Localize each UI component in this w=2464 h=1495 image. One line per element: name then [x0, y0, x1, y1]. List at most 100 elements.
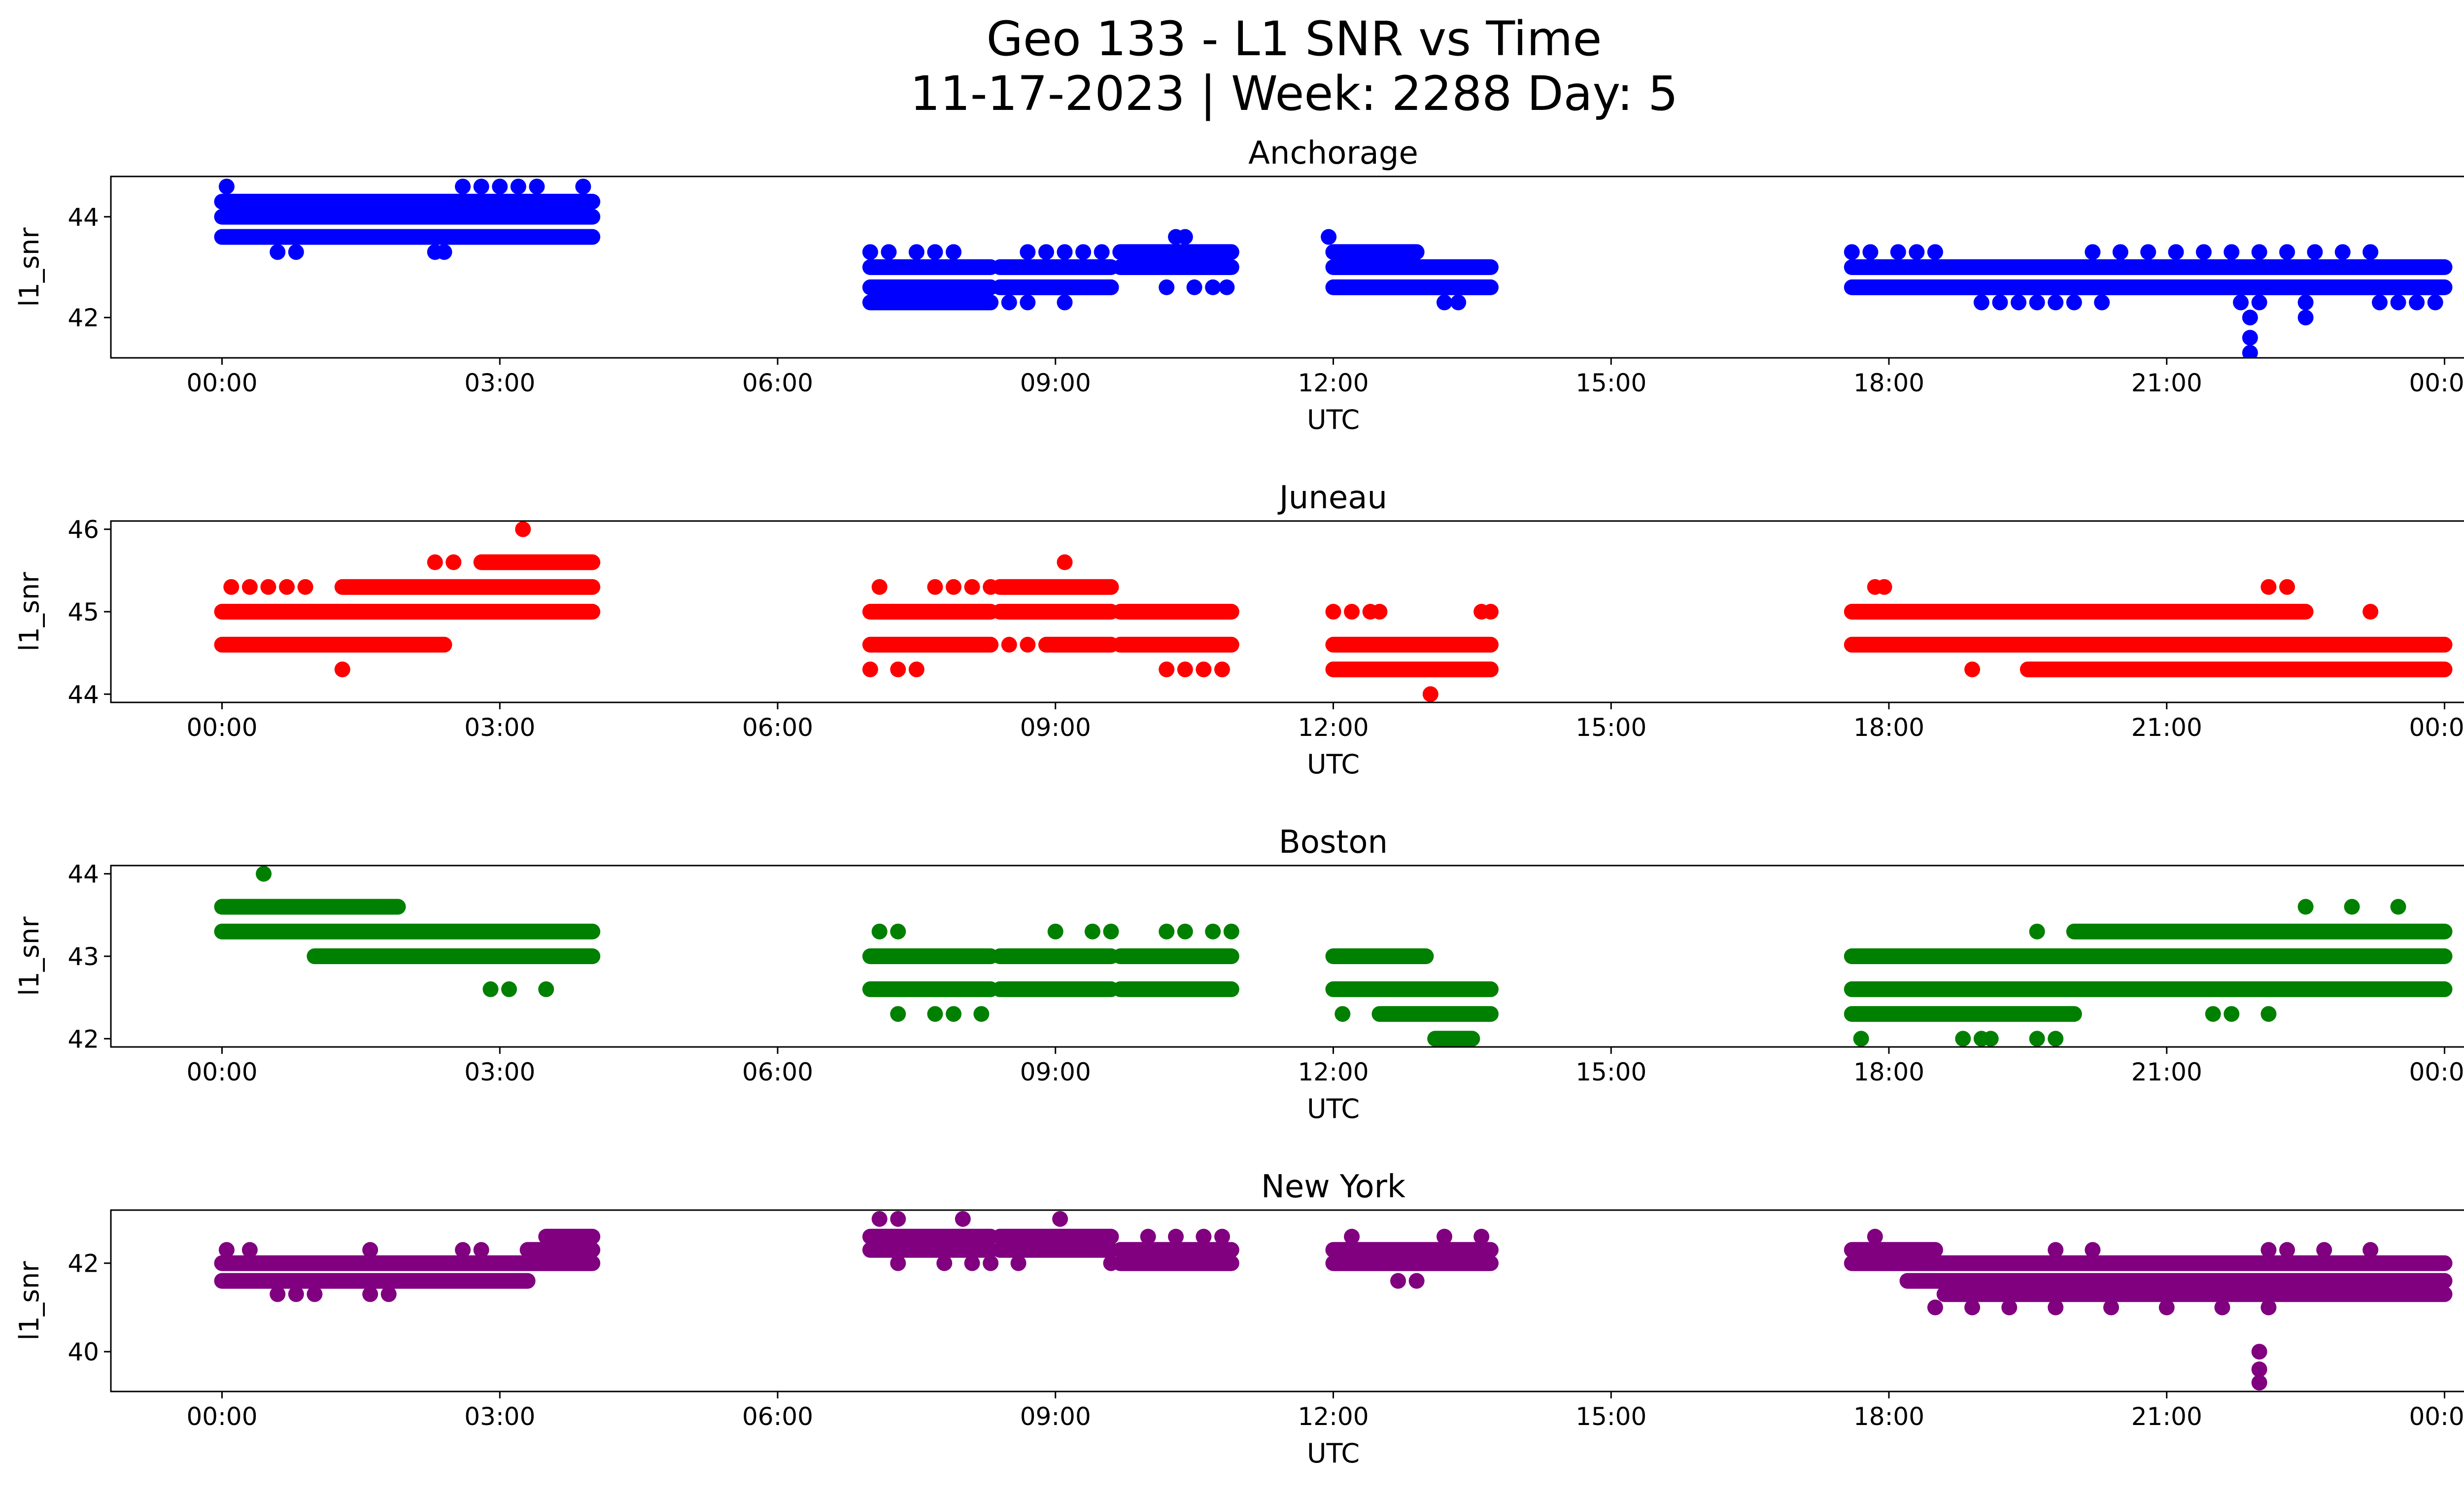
- y-tick-label: 44: [68, 680, 99, 709]
- data-point: [1964, 661, 1981, 678]
- data-point: [1168, 1228, 1184, 1245]
- data-point: [2214, 1299, 2230, 1316]
- x-tick-label: 12:00: [1298, 1402, 1369, 1431]
- data-point: [241, 579, 258, 595]
- data-point: [2362, 244, 2379, 260]
- data-point: [297, 579, 313, 595]
- scatter-series: [214, 1211, 2453, 1391]
- data-point: [890, 661, 906, 678]
- subplot-grid: Anchorage 00:00 03:00 06:00 09:00 12:00 15:00 1…: [14, 135, 2464, 1469]
- data-point: [279, 579, 295, 595]
- data-point: [1103, 923, 1119, 939]
- data-point: [473, 178, 489, 195]
- data-point: [890, 1006, 906, 1022]
- data-point: [334, 661, 350, 678]
- data-point: [538, 981, 554, 997]
- data-point: [2390, 899, 2406, 915]
- data-point: [2112, 244, 2128, 260]
- x-axis-label: UTC: [1307, 404, 1360, 435]
- data-point: [1094, 244, 1110, 260]
- subplot-anchorage: Anchorage 00:00 03:00 06:00 09:00 12:00 15:00 1…: [14, 135, 2464, 435]
- data-point: [218, 1242, 235, 1258]
- x-tick-label: 18:00: [1853, 1402, 1924, 1431]
- x-tick-label: 18:00: [1853, 713, 1924, 742]
- data-point: [2297, 310, 2314, 326]
- data-point: [270, 244, 286, 260]
- figure-title-line-1: Geo 133 - L1 SNR vs Time: [987, 11, 1602, 67]
- data-point: [482, 981, 499, 997]
- data-point: [1057, 244, 1073, 260]
- data-point: [2158, 1299, 2175, 1316]
- x-tick-label: 15:00: [1575, 1058, 1646, 1086]
- y-tick-label: 44: [68, 203, 99, 232]
- data-point: [2251, 1344, 2267, 1360]
- subplot-title: Juneau: [1277, 480, 1387, 516]
- data-point: [1223, 923, 1239, 939]
- data-point: [1001, 636, 1017, 653]
- y-tick-label: 42: [68, 1250, 99, 1278]
- x-tick-label: 09:00: [1020, 713, 1091, 742]
- data-point: [1482, 604, 1499, 620]
- y-tick-label: 44: [68, 860, 99, 889]
- data-point: [1862, 244, 1879, 260]
- data-point: [455, 178, 471, 195]
- data-point: [1473, 1228, 1490, 1245]
- data-point: [983, 1255, 999, 1271]
- data-point: [2094, 294, 2110, 311]
- data-point: [445, 554, 462, 570]
- data-point: [1408, 1273, 1425, 1289]
- data-point: [2316, 1242, 2332, 1258]
- data-point: [260, 579, 276, 595]
- data-point: [946, 244, 962, 260]
- data-point: [1422, 686, 1438, 702]
- data-point: [270, 1286, 286, 1302]
- data-point: [380, 1286, 397, 1302]
- data-point: [1876, 579, 1892, 595]
- x-tick-label: 03:00: [464, 1402, 535, 1431]
- data-point: [1177, 923, 1193, 939]
- data-point: [1205, 279, 1221, 295]
- data-point: [1867, 1228, 1883, 1245]
- data-point: [575, 178, 591, 195]
- data-point: [307, 1286, 323, 1302]
- x-axis-label: UTC: [1307, 749, 1360, 780]
- x-tick-label: 06:00: [742, 369, 813, 397]
- x-tick-label: 03:00: [464, 1058, 535, 1086]
- data-point: [881, 244, 897, 260]
- data-point: [2085, 244, 2101, 260]
- data-point: [1038, 244, 1054, 260]
- x-tick-label: 09:00: [1020, 1402, 1091, 1431]
- data-point: [1140, 1228, 1156, 1245]
- subplot-title: New York: [1261, 1169, 1405, 1205]
- data-point: [2279, 579, 2295, 595]
- data-point: [218, 178, 235, 195]
- data-point: [946, 579, 962, 595]
- data-point: [964, 1255, 980, 1271]
- data-point: [2297, 294, 2314, 311]
- data-point: [1344, 604, 1360, 620]
- data-point: [1983, 1031, 1999, 1047]
- data-point: [890, 923, 906, 939]
- data-point: [1344, 1228, 1360, 1245]
- data-point: [1909, 244, 1925, 260]
- data-point: [983, 579, 999, 595]
- data-point: [1927, 1299, 1943, 1316]
- data-point: [2103, 1299, 2119, 1316]
- data-point: [2251, 1361, 2267, 1378]
- x-tick-label: 03:00: [464, 713, 535, 742]
- data-point: [529, 178, 545, 195]
- x-tick-label: 00:00: [186, 713, 257, 742]
- data-point: [2029, 294, 2045, 311]
- x-tick-label: 06:00: [742, 1402, 813, 1431]
- x-tick-label: 00:00: [2409, 713, 2464, 742]
- data-point: [2168, 244, 2184, 260]
- x-tick-label: 00:00: [186, 369, 257, 397]
- data-point: [964, 579, 980, 595]
- scatter-series: [214, 866, 2453, 1047]
- data-point: [2334, 244, 2351, 260]
- data-point: [2260, 1299, 2277, 1316]
- data-point: [2362, 604, 2379, 620]
- data-point: [2066, 294, 2082, 311]
- data-point: [1186, 279, 1202, 295]
